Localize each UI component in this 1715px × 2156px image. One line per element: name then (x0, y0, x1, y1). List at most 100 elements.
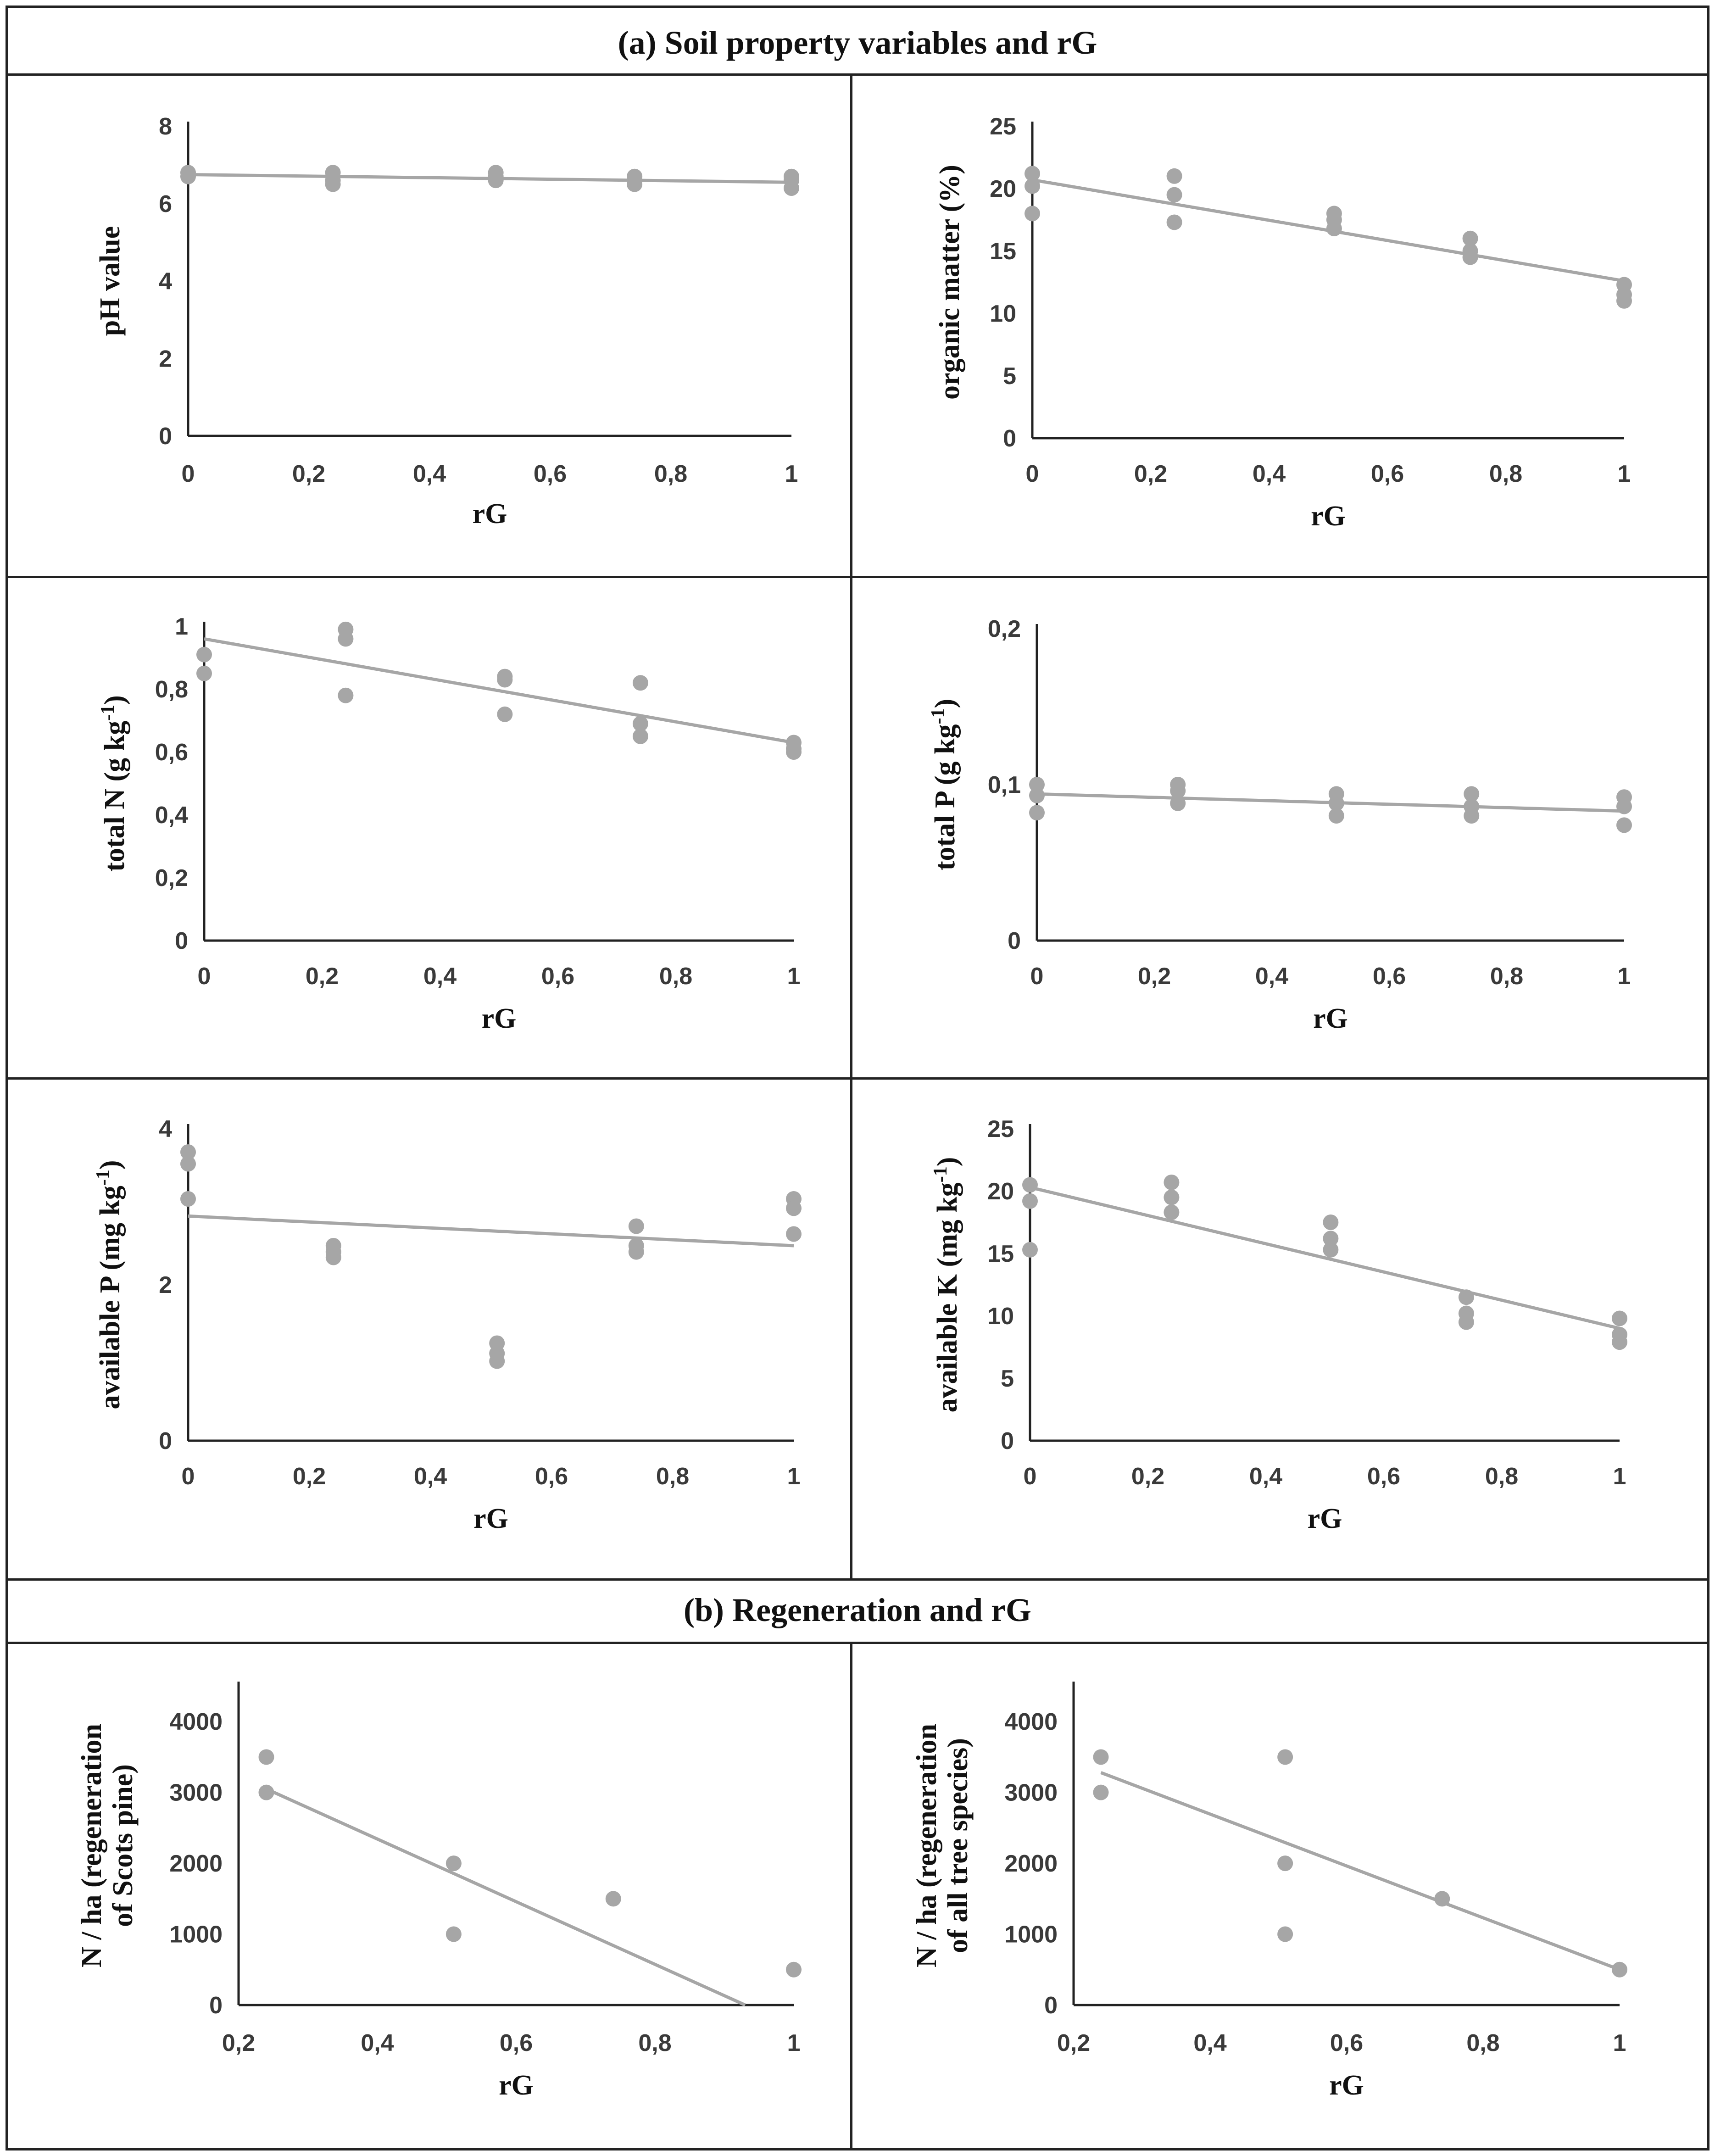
chart-total-p: 0 0,2 0,4 0,6 0,8 1 0 0,1 0,2 rG total P (g kg-1) (928, 616, 1632, 1034)
x-tick-label: 0,6 (1373, 963, 1406, 990)
data-point (488, 173, 504, 189)
data-point (786, 744, 802, 760)
y-tick-label: 2000 (1004, 1850, 1058, 1877)
divider (6, 1077, 1709, 1080)
data-point (1025, 206, 1040, 222)
y-axis-label: available P (mg kg-1) (93, 1160, 126, 1409)
y-tick-label: 1000 (1004, 1922, 1058, 1948)
x-tick-label: 0,8 (638, 2030, 671, 2056)
x-tick-label: 0 (182, 461, 195, 487)
divider (6, 1578, 1709, 1581)
chart-all-trees-regeneration: 0,2 0,4 0,6 0,8 1 0 1000 2000 3000 4000 rG N / ha (… (911, 1682, 1627, 2101)
data-point (1464, 786, 1480, 802)
y-tick-label: 2 (159, 345, 172, 372)
x-tick-label: 0,6 (1367, 1463, 1400, 1490)
data-point (1277, 1855, 1293, 1872)
y-axis-label: total N (g kg-1) (97, 695, 130, 872)
y-axis-label: N / ha (regeneration (911, 1724, 942, 1967)
y-tick-label: 20 (987, 1178, 1014, 1205)
x-tick-label: 0,8 (1489, 461, 1522, 487)
x-tick-label: 0 (1030, 963, 1044, 990)
data-point (784, 180, 799, 196)
chart-scots-pine-regeneration: 0,2 0,4 0,6 0,8 1 0 1000 2000 3000 4000 rG N / ha (… (76, 1682, 802, 2101)
data-point (627, 176, 643, 192)
x-tick-label: 0,4 (1193, 2030, 1226, 2056)
data-point (786, 1200, 802, 1216)
data-point (325, 1249, 341, 1265)
x-tick-label: 0,2 (1131, 1463, 1164, 1490)
x-tick-label: 0,2 (1057, 2030, 1090, 2056)
data-point (1328, 808, 1344, 824)
y-tick-label: 0,8 (155, 676, 188, 703)
x-tick-label: 0 (1026, 461, 1039, 487)
x-tick-label: 0,6 (541, 963, 574, 990)
data-point (1323, 1242, 1339, 1258)
data-point (605, 1891, 621, 1907)
y-tick-label: 1000 (169, 1922, 223, 1948)
y-tick-label: 3000 (169, 1780, 223, 1806)
x-tick-label: 0,2 (222, 2030, 255, 2056)
data-point (497, 672, 513, 688)
y-tick-label: 25 (990, 113, 1016, 140)
x-tick-label: 0 (1024, 1463, 1037, 1490)
y-tick-label: 0 (209, 1992, 223, 2019)
x-axis-label: rG (1313, 1003, 1348, 1034)
data-point (1458, 1289, 1474, 1305)
data-point (1164, 1174, 1180, 1190)
y-tick-label: 0 (159, 1428, 172, 1454)
data-point (1612, 1310, 1627, 1326)
y-tick-label: 15 (987, 1241, 1014, 1267)
data-point (1323, 1231, 1339, 1247)
x-tick-label: 0,8 (1490, 963, 1523, 990)
x-tick-label: 0,6 (500, 2030, 533, 2056)
data-point (258, 1784, 274, 1800)
y-tick-label: 4 (159, 1116, 172, 1142)
x-tick-label: 0,4 (361, 2030, 394, 2056)
data-point (1612, 1334, 1627, 1350)
x-tick-label: 0,4 (1255, 963, 1288, 990)
data-point (1434, 1891, 1450, 1907)
y-tick-label: 0 (1044, 1992, 1058, 2019)
x-tick-label: 0,8 (1466, 2030, 1499, 2056)
y-tick-label: 1 (175, 613, 188, 640)
x-tick-label: 1 (1618, 963, 1631, 990)
y-axis-label: pH value (95, 226, 126, 336)
y-tick-label: 3000 (1004, 1780, 1058, 1806)
data-point (1462, 230, 1478, 246)
x-tick-label: 0,2 (293, 1463, 326, 1490)
trendline (1030, 1186, 1620, 1330)
x-axis-label: rG (1308, 1503, 1342, 1534)
x-axis-label: rG (1329, 2070, 1364, 2101)
divider (850, 1642, 852, 2150)
x-tick-label: 1 (1613, 2030, 1626, 2056)
y-tick-label: 10 (987, 1303, 1014, 1330)
data-point (1029, 805, 1045, 821)
x-tick-label: 0,4 (414, 1463, 447, 1490)
data-point (196, 665, 212, 681)
trendline (1100, 1771, 1620, 1972)
data-point (1164, 1189, 1180, 1205)
divider (6, 73, 1709, 76)
data-point (1166, 187, 1182, 203)
y-tick-label: 0,4 (155, 802, 188, 829)
y-tick-label: 0,2 (155, 865, 188, 891)
data-point (180, 1191, 196, 1207)
x-tick-label: 0,2 (292, 461, 325, 487)
x-tick-label: 0,4 (1249, 1463, 1282, 1490)
y-tick-label: 20 (990, 176, 1016, 202)
data-point (628, 1218, 644, 1234)
section-b-title: (b) Regeneration and rG (684, 1592, 1031, 1628)
x-tick-label: 1 (785, 461, 798, 487)
data-point (1323, 1214, 1339, 1230)
x-axis-label: rG (482, 1003, 517, 1034)
x-tick-label: 0,6 (1371, 461, 1404, 487)
data-point (338, 631, 354, 647)
data-point (1277, 1926, 1293, 1942)
y-tick-label: 4000 (1004, 1709, 1058, 1735)
data-point (180, 168, 196, 184)
data-point (338, 687, 354, 703)
data-point (1025, 166, 1040, 182)
y-axis-label: total P (g kg-1) (928, 699, 961, 870)
